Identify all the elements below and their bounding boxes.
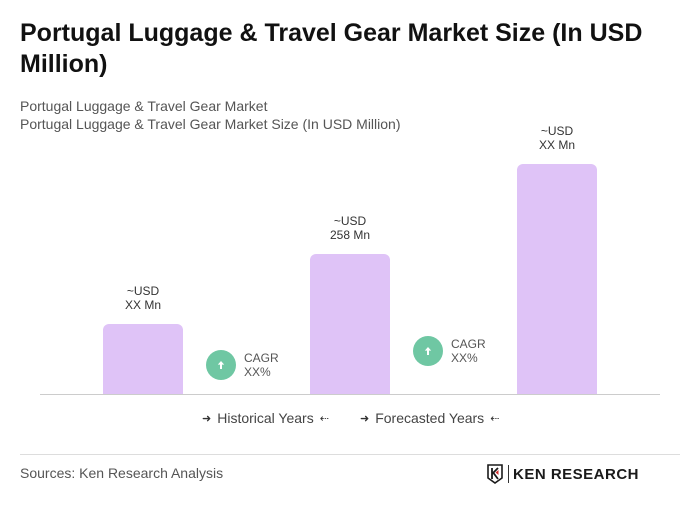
arrow-left-icon: ⇠ — [490, 412, 500, 425]
cagr-label: CAGR — [244, 351, 279, 365]
bar-value-label: ~USD 258 Mn — [300, 214, 400, 242]
chart-subtitle: Portugal Luggage & Travel Gear Market — [20, 98, 268, 114]
bar-value-label: ~USD XX Mn — [93, 284, 193, 312]
arrow-up-icon — [413, 336, 443, 366]
arrow-left-icon: ⇠ — [319, 412, 329, 425]
logo-text: KEN RESEARCH — [513, 465, 640, 483]
logo-separator — [508, 465, 509, 483]
bar-label-line2: XX Mn — [538, 138, 575, 152]
arrow-up-icon — [206, 350, 236, 380]
arrow-right-icon: ➜ — [202, 412, 212, 425]
chart-subtitle-secondary: Portugal Luggage & Travel Gear Market Si… — [20, 116, 401, 132]
legend-historical-label: Historical Years — [217, 410, 314, 426]
cagr-badge-historical: CAGR XX% — [206, 350, 279, 380]
page-title: Portugal Luggage & Travel Gear Market Si… — [20, 19, 643, 78]
cagr-label: CAGR — [451, 337, 486, 351]
legend-forecasted-label: Forecasted Years — [375, 410, 485, 426]
bar-historical-end — [310, 254, 390, 394]
arrow-right-icon: ➜ — [360, 412, 370, 425]
bar-label-line2: 258 Mn — [329, 228, 371, 242]
x-axis-baseline — [40, 394, 660, 395]
legend-historical: ➜ Historical Years ⇠ — [196, 410, 335, 426]
bar-label-line1: ~USD — [126, 284, 160, 298]
sources-text: Sources: Ken Research Analysis — [20, 465, 224, 481]
ken-logo-icon — [487, 464, 503, 484]
cagr-badge-forecast: CAGR XX% — [413, 336, 486, 366]
cagr-value: XX% — [244, 365, 271, 379]
footer-divider — [20, 454, 680, 455]
bar-historical-start — [103, 324, 183, 394]
ken-research-logo: KEN RESEARCH — [486, 464, 639, 484]
bar-label-line1: ~USD — [333, 214, 367, 228]
bar-label-line1: ~USD — [540, 124, 574, 138]
cagr-value: XX% — [451, 351, 478, 365]
bar-label-line2: XX Mn — [124, 298, 161, 312]
bar-value-label: ~USD XX Mn — [507, 124, 607, 152]
legend-forecasted: ➜ Forecasted Years ⇠ — [354, 410, 505, 426]
bar-forecast-end — [517, 164, 597, 394]
